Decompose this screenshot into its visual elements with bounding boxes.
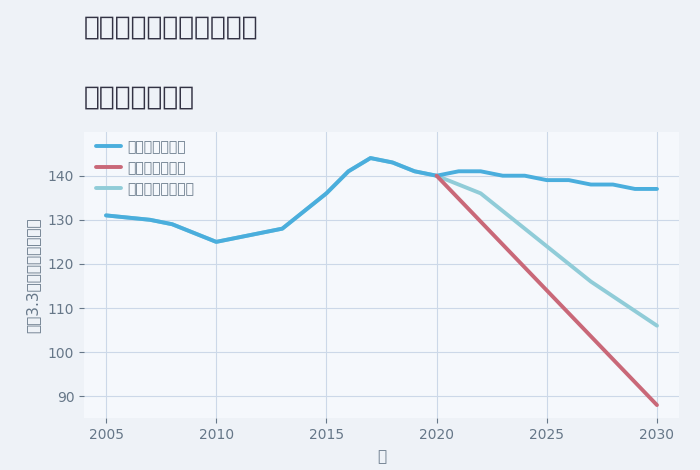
Y-axis label: 坪（3.3㎡）単価（万円）: 坪（3.3㎡）単価（万円） (26, 217, 41, 333)
グッドシナリオ (653, 186, 662, 192)
グッドシナリオ (410, 168, 419, 174)
グッドシナリオ (454, 168, 463, 174)
Text: 土地の価格推移: 土地の価格推移 (84, 85, 195, 110)
グッドシナリオ (344, 168, 353, 174)
ノーマルシナリオ (168, 221, 176, 227)
Line: ノーマルシナリオ: ノーマルシナリオ (106, 158, 657, 326)
ノーマルシナリオ (234, 235, 242, 240)
グッドシナリオ (389, 160, 397, 165)
グッドシナリオ (477, 168, 485, 174)
グッドシナリオ (212, 239, 220, 245)
ノーマルシナリオ (477, 190, 485, 196)
ノーマルシナリオ (587, 279, 595, 284)
グッドシナリオ (609, 182, 617, 188)
ノーマルシナリオ (322, 190, 330, 196)
グッドシナリオ (102, 212, 110, 218)
グッドシナリオ (234, 235, 242, 240)
グッドシナリオ (498, 173, 507, 179)
グッドシナリオ (587, 182, 595, 188)
ノーマルシナリオ (410, 168, 419, 174)
グッドシナリオ (168, 221, 176, 227)
Text: 兵庫県西宮市高木東町の: 兵庫県西宮市高木東町の (84, 14, 258, 40)
グッドシナリオ (565, 177, 573, 183)
ノーマルシナリオ (344, 168, 353, 174)
ノーマルシナリオ (653, 323, 662, 329)
グッドシナリオ (278, 226, 286, 231)
グッドシナリオ (366, 155, 375, 161)
バッドシナリオ (653, 402, 662, 408)
Legend: グッドシナリオ, バッドシナリオ, ノーマルシナリオ: グッドシナリオ, バッドシナリオ, ノーマルシナリオ (90, 134, 200, 202)
ノーマルシナリオ (433, 173, 441, 179)
グッドシナリオ (322, 190, 330, 196)
グッドシナリオ (146, 217, 154, 223)
グッドシナリオ (542, 177, 551, 183)
グッドシナリオ (631, 186, 639, 192)
グッドシナリオ (433, 173, 441, 179)
Line: グッドシナリオ: グッドシナリオ (106, 158, 657, 242)
ノーマルシナリオ (278, 226, 286, 231)
ノーマルシナリオ (102, 212, 110, 218)
ノーマルシナリオ (542, 243, 551, 249)
グッドシナリオ (521, 173, 529, 179)
ノーマルシナリオ (389, 160, 397, 165)
バッドシナリオ (433, 173, 441, 179)
ノーマルシナリオ (366, 155, 375, 161)
ノーマルシナリオ (146, 217, 154, 223)
ノーマルシナリオ (212, 239, 220, 245)
Line: バッドシナリオ: バッドシナリオ (437, 176, 657, 405)
X-axis label: 年: 年 (377, 449, 386, 464)
